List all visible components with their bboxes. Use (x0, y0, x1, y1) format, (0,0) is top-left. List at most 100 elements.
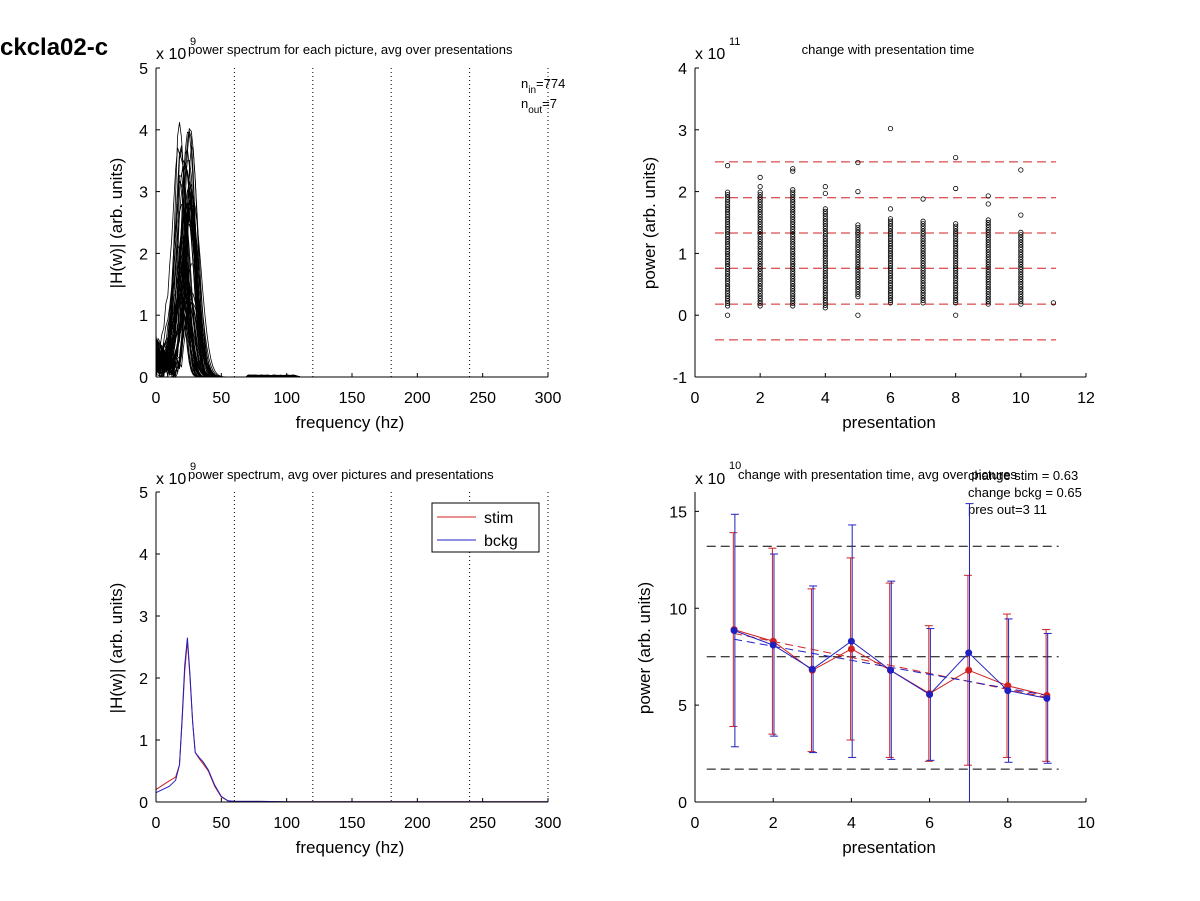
tr-data-point (790, 206, 796, 213)
tr-data-point (887, 255, 894, 261)
tr-data-point (790, 271, 796, 277)
tr-data-point (724, 221, 731, 227)
tr-data-point (887, 275, 894, 281)
tr-data-point (724, 273, 731, 279)
tr-data-point (920, 270, 926, 276)
tr-data-point (757, 253, 763, 260)
tr-data-point (822, 263, 828, 269)
tr-data-point (724, 231, 731, 237)
tl-exponent: 9 (190, 36, 196, 48)
tl-spectrum-line (155, 286, 543, 378)
tr-data-point (822, 213, 828, 219)
tr-data-point (953, 270, 959, 276)
tl-spectrum-line (155, 290, 543, 378)
tr-data-point (790, 295, 796, 302)
tr-data-point (855, 269, 861, 275)
tl-n-in: 774 (544, 76, 566, 91)
tr-data-point (822, 190, 828, 197)
tr-data-point (1018, 229, 1024, 235)
tr-data-point (855, 271, 861, 278)
tr-data-point (953, 233, 959, 239)
tr-data-point (790, 214, 796, 220)
tr-data-point (1018, 284, 1024, 290)
tr-data-point (724, 239, 731, 245)
tr-data-point (790, 197, 796, 203)
tr-data-point (757, 273, 763, 279)
tr-data-point (920, 292, 926, 299)
tr-data-point (790, 268, 796, 274)
tr-data-point (757, 201, 763, 208)
tr-data-point (757, 226, 763, 232)
tr-data-point (855, 159, 861, 166)
tr-data-point (822, 265, 828, 271)
tr-data-point (724, 271, 731, 277)
tl-x-axis-label: frequency (hz) (296, 413, 405, 432)
tr-data-point (855, 249, 861, 255)
tr-data-point (724, 298, 731, 304)
tr-data-point (724, 189, 731, 195)
tr-data-point (985, 301, 991, 307)
tr-data-point (855, 261, 861, 268)
bl-y-tick-label: 2 (139, 671, 148, 688)
svg-text:nout=7: nout=7 (521, 96, 557, 116)
br-point-stim (965, 666, 973, 674)
tr-data-point (920, 258, 926, 264)
tr-data-point (790, 273, 796, 279)
tr-data-point (724, 194, 731, 200)
tr-data-point (953, 231, 959, 237)
br-point-stim (847, 645, 855, 653)
tl-spectrum-line (155, 299, 543, 378)
tr-data-point (985, 296, 991, 302)
tr-data-point (920, 221, 926, 227)
tr-data-point (887, 245, 894, 252)
tr-data-point (920, 248, 926, 254)
tr-y-tick-label: 0 (678, 308, 687, 325)
tr-data-point (887, 233, 894, 239)
tr-data-point (887, 253, 894, 259)
tr-data-point (724, 204, 731, 210)
tl-spectrum-line (155, 165, 543, 378)
tr-data-point (920, 275, 926, 281)
tr-data-point (920, 240, 926, 247)
tr-data-point (920, 300, 926, 306)
tr-data-point (822, 238, 828, 244)
tr-data-point (855, 222, 861, 228)
tr-data-point (855, 312, 861, 318)
tr-data-point (985, 261, 991, 268)
tr-data-point (757, 211, 763, 218)
tr-data-point (1018, 232, 1024, 238)
tr-data-point (790, 293, 796, 299)
tr-data-point (855, 247, 861, 253)
tr-data-point (920, 285, 926, 291)
tr-data-point (887, 265, 894, 271)
tr-data-point (724, 201, 731, 208)
tr-data-point (822, 245, 828, 252)
tr-data-point (790, 229, 796, 235)
tr-data-point (724, 216, 731, 223)
tl-spectrum-line (155, 130, 543, 378)
tr-data-point (855, 276, 861, 282)
tr-data-point (757, 300, 763, 307)
tr-data-point (887, 295, 894, 301)
tr-data-point (1018, 274, 1024, 280)
tr-data-point (1018, 237, 1024, 243)
tr-data-point (855, 244, 861, 250)
tr-data-point (953, 273, 959, 279)
tl-y-tick-label: 5 (139, 61, 148, 78)
tl-spectrum-line (155, 243, 543, 378)
tr-data-point (985, 284, 991, 290)
tr-data-point (724, 226, 731, 232)
tr-data-point (724, 244, 731, 250)
tl-spectrum-line (155, 302, 543, 378)
bl-y-tick-label: 3 (139, 609, 148, 626)
tr-data-point (757, 278, 763, 284)
tr-data-point (822, 275, 828, 281)
tr-data-point (790, 248, 796, 255)
tr-data-point (822, 226, 828, 232)
tr-data-point (887, 290, 894, 296)
tr-data-point (822, 233, 828, 239)
tr-data-point (790, 221, 796, 227)
tr-data-point (790, 216, 796, 223)
tr-data-point (920, 268, 926, 274)
tl-spectrum-line (155, 296, 543, 378)
